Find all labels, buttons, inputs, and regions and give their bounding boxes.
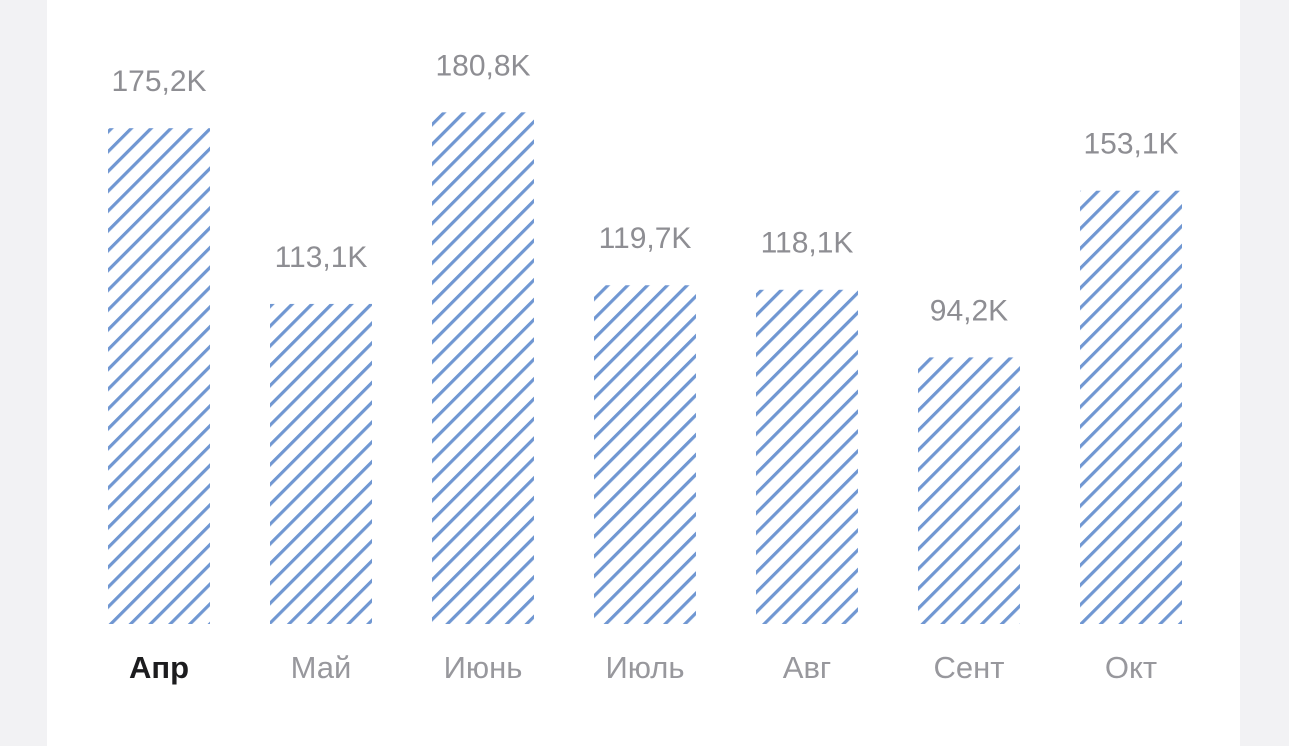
x-tick-label[interactable]: Авг — [783, 650, 831, 685]
bar — [1080, 190, 1182, 625]
value-label: 180,8K — [435, 49, 530, 82]
x-tick-label[interactable]: Май — [291, 650, 352, 685]
value-label: 113,1K — [275, 241, 368, 274]
value-label: 118,1K — [761, 227, 854, 260]
bar — [432, 112, 534, 624]
x-tick-label[interactable]: Сент — [934, 650, 1005, 685]
value-label: 175,2K — [111, 65, 206, 98]
bar — [918, 357, 1020, 624]
value-label: 153,1K — [1083, 128, 1178, 161]
bar — [108, 128, 210, 624]
bar — [270, 303, 372, 624]
bar — [756, 289, 858, 624]
bar — [594, 285, 696, 624]
x-tick-label[interactable]: Июнь — [444, 650, 523, 685]
x-tick-label[interactable]: Окт — [1105, 650, 1157, 685]
x-tick-label[interactable]: Апр — [129, 650, 189, 685]
x-tick-label[interactable]: Июль — [605, 650, 684, 685]
value-label: 94,2K — [930, 294, 1008, 327]
value-label: 119,7K — [599, 222, 692, 255]
